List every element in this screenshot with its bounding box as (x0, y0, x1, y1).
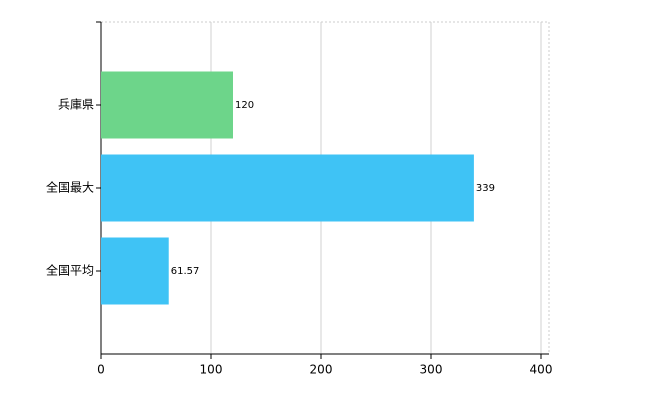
value-label: 61.57 (171, 266, 200, 277)
value-label: 120 (235, 100, 254, 111)
x-tick-label: 200 (310, 363, 333, 377)
bar (101, 154, 474, 222)
x-tick-label: 300 (420, 363, 443, 377)
bar (101, 237, 169, 305)
x-tick-label: 0 (97, 363, 105, 377)
y-tick-label: 全国最大 (46, 180, 94, 195)
x-tick-label: 400 (530, 363, 553, 377)
y-tick-label: 兵庫県 (58, 98, 94, 112)
y-tick-label: 全国平均 (46, 263, 94, 278)
bar (101, 71, 233, 139)
value-label: 339 (476, 183, 495, 194)
x-tick-label: 100 (200, 363, 223, 377)
